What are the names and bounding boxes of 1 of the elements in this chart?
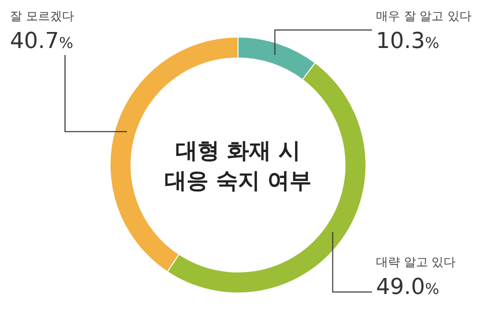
text: 대형 화재 시 대응 숙지 여부 [164, 139, 312, 194]
